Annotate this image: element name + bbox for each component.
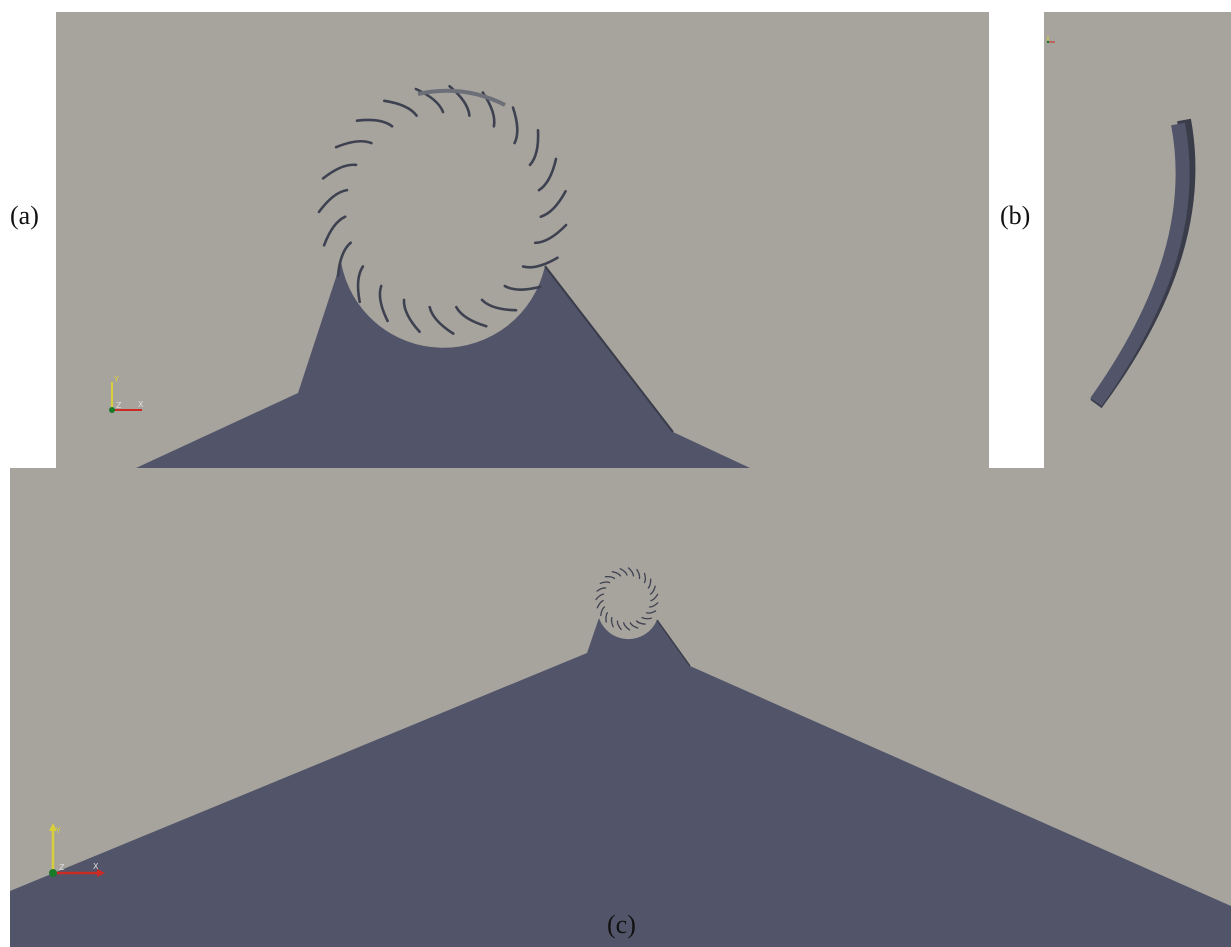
axis-y-label: Y xyxy=(113,375,119,384)
turbine-blade xyxy=(629,622,639,629)
turbine-blade xyxy=(610,616,614,628)
panel-b-scene xyxy=(1046,36,1196,409)
turbine-blade xyxy=(645,610,657,614)
turbine-blade xyxy=(596,587,607,592)
turbine-blade xyxy=(647,578,652,589)
axis-x-label: X xyxy=(93,862,99,871)
panel-b-label: (b) xyxy=(1000,201,1031,230)
turbine-blade xyxy=(480,298,518,312)
turbine-blade xyxy=(539,190,567,218)
turbine-blade xyxy=(428,305,455,335)
turbine-blade xyxy=(322,215,347,247)
panel-c-wide-view: Y Z X xyxy=(10,468,1231,947)
turbine-blade xyxy=(528,129,540,167)
panel-a-scene: Y Z X xyxy=(109,84,750,468)
turbine-blade xyxy=(334,139,373,149)
turbine-blade xyxy=(627,567,635,577)
axis-z-label: Z xyxy=(59,863,65,872)
hill-edge-shadow-wide xyxy=(656,619,691,667)
turbine-blade xyxy=(521,256,559,269)
axis-y-label: Y xyxy=(55,826,61,835)
panel-a-closeup-view: Y Z X xyxy=(56,12,989,468)
turbine-blade xyxy=(321,163,358,180)
turbine-blade xyxy=(643,572,647,584)
panel-a-label: (a) xyxy=(10,201,39,230)
turbine-blade xyxy=(317,188,349,214)
turbine-shroud-arc xyxy=(417,88,506,107)
turbine-blade xyxy=(511,106,519,145)
turbine-blade xyxy=(619,568,628,576)
turbine-blade xyxy=(448,84,471,117)
turbine-blades xyxy=(317,84,568,335)
turbine-blade xyxy=(599,581,611,584)
turbine-blade xyxy=(605,612,609,623)
turbine-blade xyxy=(383,99,418,117)
axis-triad: Y Z X xyxy=(49,823,105,877)
panel-c-label: (c) xyxy=(607,910,636,939)
turbine-blade xyxy=(534,223,568,245)
turbine-blade xyxy=(356,265,365,304)
turbine-blade xyxy=(455,305,488,328)
hill-terrain-wide xyxy=(10,618,1231,947)
turbine-blade xyxy=(355,118,394,128)
axis-triad: Y Z X xyxy=(109,375,144,413)
turbine-blade xyxy=(635,620,646,625)
turbine-blade xyxy=(402,298,421,334)
turbine-blade xyxy=(336,241,352,278)
panel-b-blade-view xyxy=(1044,12,1231,468)
turbine-blade xyxy=(414,87,445,114)
panel-c-scene: Y Z X xyxy=(10,567,1231,947)
turbine-blade xyxy=(616,620,622,631)
turbine-blade xyxy=(595,593,605,601)
turbine-blade xyxy=(537,157,558,192)
turbine-blade xyxy=(636,568,641,580)
blade-profile xyxy=(1090,122,1190,407)
turbine-blade xyxy=(649,585,656,595)
axis-triad-small xyxy=(1046,36,1055,44)
axis-x-label: X xyxy=(138,400,144,409)
turbine-blade xyxy=(604,575,616,580)
turbine-blade xyxy=(596,599,604,609)
axis-z-label: Z xyxy=(116,401,122,410)
turbine-blade xyxy=(611,571,622,577)
turbine-blade xyxy=(600,606,606,617)
turbine-blade xyxy=(641,616,652,620)
turbine-blade xyxy=(650,593,659,602)
turbine-blade xyxy=(503,284,542,291)
turbine-blade xyxy=(378,284,389,323)
hill-edge-shadow xyxy=(544,265,674,433)
turbine-blade xyxy=(648,602,659,608)
turbine-blades-small xyxy=(595,567,659,631)
hill-terrain xyxy=(136,262,750,468)
turbine-blade xyxy=(623,622,631,631)
